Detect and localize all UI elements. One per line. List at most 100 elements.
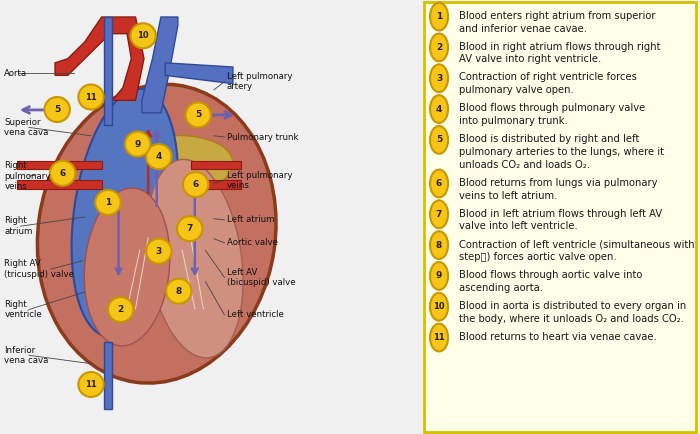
Circle shape (430, 324, 448, 352)
Circle shape (430, 64, 448, 92)
Circle shape (430, 293, 448, 321)
Text: 8: 8 (176, 287, 182, 296)
FancyBboxPatch shape (424, 2, 696, 432)
Text: stepⓢ) forces aortic valve open.: stepⓢ) forces aortic valve open. (458, 252, 617, 262)
Text: 7: 7 (436, 210, 442, 219)
Text: AV valve into right ventricle.: AV valve into right ventricle. (458, 54, 601, 65)
Circle shape (430, 3, 448, 30)
Text: 8: 8 (436, 240, 442, 250)
Text: Right
pulmonary
veins: Right pulmonary veins (4, 161, 50, 191)
Polygon shape (165, 63, 233, 84)
Text: Right
atrium: Right atrium (4, 217, 33, 236)
Polygon shape (55, 17, 144, 100)
Circle shape (125, 132, 150, 157)
Ellipse shape (37, 84, 276, 383)
Text: Contraction of left ventricle (simultaneous with: Contraction of left ventricle (simultane… (458, 239, 694, 250)
Text: 1: 1 (436, 12, 442, 21)
Text: Left AV
(bicuspid) valve: Left AV (bicuspid) valve (227, 268, 295, 287)
Text: 3: 3 (155, 247, 162, 256)
Circle shape (108, 297, 134, 322)
Text: Blood in right atrium flows through right: Blood in right atrium flows through righ… (458, 42, 660, 52)
Circle shape (45, 97, 70, 122)
Text: Aorta: Aorta (4, 69, 27, 78)
Text: veins to left atrium.: veins to left atrium. (458, 191, 557, 201)
Text: Blood returns to heart via venae cavae.: Blood returns to heart via venae cavae. (458, 332, 657, 342)
Text: 5: 5 (195, 110, 202, 119)
Circle shape (95, 190, 120, 215)
Text: 6: 6 (193, 180, 199, 189)
Text: 2: 2 (436, 43, 442, 52)
Text: Blood in aorta is distributed to every organ in: Blood in aorta is distributed to every o… (458, 301, 686, 311)
Polygon shape (104, 342, 112, 409)
Text: 11: 11 (433, 333, 445, 342)
Circle shape (146, 144, 172, 169)
Text: 11: 11 (85, 92, 97, 102)
Text: Inferior
vena cava: Inferior vena cava (4, 345, 48, 365)
Circle shape (166, 279, 191, 304)
Text: 2: 2 (118, 305, 124, 314)
Circle shape (177, 216, 202, 241)
Text: Blood is distributed by right and left: Blood is distributed by right and left (458, 134, 639, 144)
Text: 3: 3 (436, 74, 442, 83)
Text: 5: 5 (54, 105, 60, 114)
Text: 11: 11 (85, 380, 97, 389)
Circle shape (430, 33, 448, 61)
Text: valve into left ventricle.: valve into left ventricle. (458, 221, 578, 231)
Text: Left pulmonary
veins: Left pulmonary veins (227, 171, 292, 190)
Text: 10: 10 (137, 31, 149, 40)
Ellipse shape (71, 89, 178, 337)
Circle shape (430, 262, 448, 290)
Text: Blood returns from lungs via pulmonary: Blood returns from lungs via pulmonary (458, 178, 657, 188)
Circle shape (183, 172, 209, 197)
Text: Blood enters right atrium from superior: Blood enters right atrium from superior (458, 11, 655, 21)
Circle shape (430, 201, 448, 228)
Text: Left pulmonary
artery: Left pulmonary artery (227, 72, 292, 91)
Circle shape (78, 372, 104, 397)
Text: 10: 10 (433, 302, 445, 311)
Text: and inferior venae cavae.: and inferior venae cavae. (458, 23, 587, 34)
Text: Left ventricle: Left ventricle (227, 310, 284, 319)
Circle shape (50, 161, 76, 186)
Text: pulmonary arteries to the lungs, where it: pulmonary arteries to the lungs, where i… (458, 147, 664, 157)
Text: pulmonary valve open.: pulmonary valve open. (458, 85, 573, 95)
Polygon shape (190, 161, 241, 169)
Text: Blood flows through aortic valve into: Blood flows through aortic valve into (458, 270, 642, 280)
Circle shape (146, 239, 172, 264)
Circle shape (430, 231, 448, 259)
Text: into pulmonary trunk.: into pulmonary trunk. (458, 116, 568, 126)
Text: Blood in left atrium flows through left AV: Blood in left atrium flows through left … (458, 208, 662, 219)
Text: Left atrium: Left atrium (227, 215, 274, 224)
Polygon shape (190, 181, 241, 189)
Ellipse shape (84, 188, 170, 346)
Text: 5: 5 (436, 135, 442, 145)
Text: 7: 7 (186, 224, 193, 233)
Polygon shape (17, 181, 102, 189)
Circle shape (78, 85, 104, 109)
Circle shape (186, 102, 211, 128)
Text: Right
ventricle: Right ventricle (4, 300, 42, 319)
Polygon shape (142, 17, 178, 113)
Text: Blood flows through pulmonary valve: Blood flows through pulmonary valve (458, 103, 645, 113)
Text: 1: 1 (105, 198, 111, 207)
Text: Pulmonary trunk: Pulmonary trunk (227, 132, 298, 141)
Circle shape (130, 23, 156, 48)
Text: 6: 6 (60, 169, 66, 178)
Text: 9: 9 (134, 140, 141, 148)
Text: unloads CO₂ and loads O₂.: unloads CO₂ and loads O₂. (458, 160, 590, 170)
Text: 4: 4 (436, 105, 442, 114)
Circle shape (430, 126, 448, 154)
Text: 9: 9 (436, 271, 442, 280)
Polygon shape (104, 17, 112, 125)
Text: Right AV
(tricuspid) valve: Right AV (tricuspid) valve (4, 260, 74, 279)
Polygon shape (17, 161, 102, 169)
Text: ascending aorta.: ascending aorta. (458, 283, 542, 293)
Text: Aortic valve: Aortic valve (227, 238, 278, 247)
Circle shape (430, 170, 448, 197)
Ellipse shape (146, 159, 243, 358)
Circle shape (430, 95, 448, 123)
Text: 6: 6 (436, 179, 442, 188)
Text: Superior
vena cava: Superior vena cava (4, 118, 48, 137)
Text: 4: 4 (155, 152, 162, 161)
Ellipse shape (106, 135, 232, 199)
Text: the body, where it unloads O₂ and loads CO₂.: the body, where it unloads O₂ and loads … (458, 314, 684, 324)
